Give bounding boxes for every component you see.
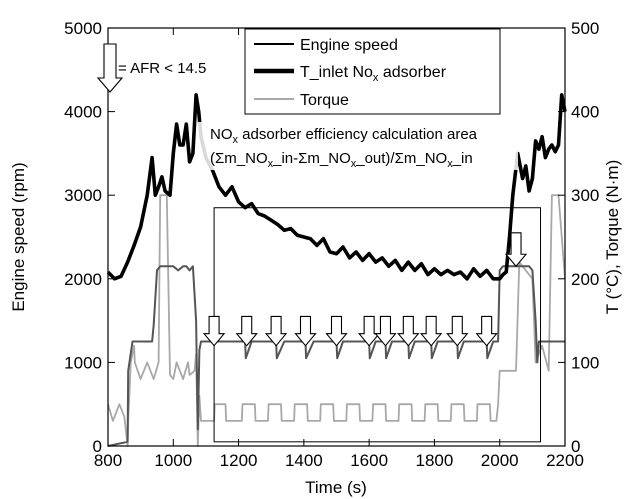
x-tick-label: 800	[94, 451, 122, 470]
down-arrow-icon	[202, 315, 226, 347]
down-arrow-icon	[397, 315, 420, 347]
y-axis-right-label: T (°C), Torque (N·m)	[603, 160, 622, 314]
down-arrow-icon	[264, 315, 288, 347]
y-right-tick-label: 300	[571, 186, 599, 205]
y-left-tick-label: 3000	[64, 186, 102, 205]
x-axis-label: Time (s)	[305, 478, 367, 497]
down-arrow-icon	[374, 315, 397, 347]
y-right-tick-label: 200	[571, 270, 599, 289]
afr-arrow-legend: = AFR < 14.5	[96, 43, 206, 93]
down-arrow-icon	[419, 315, 443, 347]
down-arrow-icon	[96, 43, 124, 93]
x-tick-label: 2000	[481, 451, 519, 470]
area-label-line1: NOx adsorber efficiency calculation area	[210, 126, 478, 146]
down-arrow-icon	[325, 315, 348, 347]
down-arrow-icon	[504, 232, 528, 268]
y-right-tick-label: 0	[571, 437, 580, 456]
y-left-tick-label: 1000	[64, 353, 102, 372]
x-tick-label: 1800	[416, 451, 454, 470]
down-arrow-icon	[475, 315, 498, 347]
area-annotation-bg	[198, 122, 518, 170]
x-tick-label: 1400	[285, 451, 323, 470]
y-left-tick-label: 2000	[64, 270, 102, 289]
afr-arrows	[202, 232, 528, 347]
legend-label-engine-speed: Engine speed	[300, 37, 398, 54]
plot-frame	[107, 27, 566, 447]
down-arrow-icon	[446, 315, 469, 347]
down-arrow-icon	[357, 315, 381, 347]
series-layer	[106, 93, 567, 447]
down-arrow-icon	[294, 315, 317, 347]
afr-legend-text: = AFR < 14.5	[118, 60, 206, 77]
series-t-inlet	[106, 93, 567, 281]
x-tick-label: 1200	[220, 451, 258, 470]
y-left-tick-label: 5000	[64, 19, 102, 38]
x-tick-label: 2200	[546, 451, 584, 470]
y-right-tick-label: 100	[571, 353, 599, 372]
x-tick-label: 1600	[350, 451, 388, 470]
series-engine-speed	[107, 265, 565, 447]
down-arrow-icon	[235, 315, 258, 347]
legend: Engine speed T_inlet Nox adsorber Torque	[244, 28, 501, 115]
series-torque	[107, 194, 566, 447]
legend-label-torque: Torque	[300, 92, 349, 109]
x-tick-label: 1000	[154, 451, 192, 470]
y-right-tick-label: 400	[571, 103, 599, 122]
area-annotation: NOx adsorber efficiency calculation area…	[198, 122, 518, 170]
y-axis-left-label: Engine speed (rpm)	[9, 162, 28, 311]
y-right-tick-label: 500	[571, 19, 599, 38]
y-left-tick-label: 0	[93, 437, 102, 456]
tick-layer: 800 1000 1200 1400 1600 1800 2000 2200010002000…	[64, 19, 599, 470]
legend-label-t-inlet: T_inlet Nox adsorber	[300, 64, 447, 84]
y-left-tick-label: 4000	[64, 103, 102, 122]
area-label-line2: (Σm_NOx_in-Σm_NOx_out)/Σm_NOx_in	[210, 150, 473, 170]
